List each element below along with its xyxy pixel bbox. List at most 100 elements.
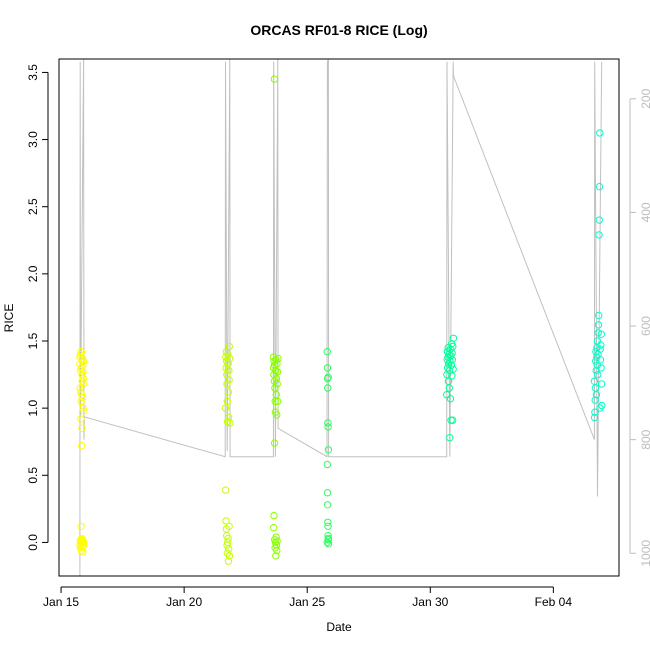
data-point <box>591 396 599 404</box>
data-point <box>324 423 332 431</box>
data-point <box>226 419 234 427</box>
data-point <box>272 356 280 364</box>
data-point <box>592 391 601 399</box>
data-point <box>323 489 332 497</box>
data-point <box>449 334 458 342</box>
y-tick-label: 0.5 <box>26 467 40 484</box>
data-point <box>595 182 604 191</box>
data-point <box>324 373 332 381</box>
data-point <box>80 407 88 415</box>
x-tick-label: Jan 30 <box>412 595 448 609</box>
data-point <box>223 397 232 406</box>
data-point <box>225 552 234 560</box>
data-point <box>596 345 604 353</box>
data-point <box>448 372 456 380</box>
data-point <box>222 486 230 494</box>
data-point <box>224 350 232 359</box>
x-tick-label: Jan 15 <box>43 595 79 609</box>
data-point <box>273 546 281 555</box>
data-point <box>224 388 233 396</box>
data-point <box>597 380 606 388</box>
data-point <box>274 397 282 406</box>
data-point <box>443 391 451 399</box>
y-tick-label: 2.0 <box>26 265 40 282</box>
data-point <box>270 511 278 520</box>
data-point <box>224 413 233 422</box>
data-point <box>225 522 233 530</box>
data-point <box>272 391 280 399</box>
data-point <box>274 354 282 363</box>
data-point <box>595 311 603 320</box>
data-point <box>591 408 599 416</box>
data-point <box>446 434 454 442</box>
data-point <box>447 361 455 369</box>
data-point <box>224 557 233 565</box>
data-point <box>597 341 605 349</box>
y-tick-label: 3.5 <box>26 64 40 81</box>
data-point <box>449 342 457 351</box>
x-tick-label: Jan 20 <box>166 595 202 609</box>
data-point <box>273 537 281 545</box>
data-point <box>323 460 331 469</box>
y-tick-label: 1.0 <box>26 399 40 416</box>
y-tick-label: 0.0 <box>26 534 40 551</box>
data-point <box>272 552 280 560</box>
data-point <box>324 534 333 543</box>
data-point <box>323 501 332 509</box>
data-point <box>270 439 279 447</box>
data-point <box>592 357 600 365</box>
y-tick-label: 2.5 <box>26 198 40 215</box>
x-tick-label: Jan 25 <box>289 595 325 609</box>
data-point <box>79 380 88 388</box>
data-point <box>270 524 278 532</box>
right-tick-label: 800 <box>639 429 650 449</box>
series-rf06 <box>590 129 606 422</box>
plot-area: 0.0 0.5 1.0 1.5 2.0 2.5 3.0 3.5 Jan 15 Jan 20 Jan … <box>26 58 650 609</box>
data-point <box>77 522 85 530</box>
y-axis-label: RICE <box>2 304 16 333</box>
data-point <box>595 216 603 224</box>
data-point <box>273 368 282 376</box>
data-point <box>597 330 605 338</box>
data-point <box>225 366 233 375</box>
data-point <box>225 354 234 363</box>
data-point <box>272 533 280 541</box>
series-rf04 <box>323 348 333 548</box>
data-point <box>273 360 281 368</box>
data-point <box>273 380 281 388</box>
series-rf02 <box>221 342 234 565</box>
right-tick-label: 1000 <box>639 540 650 567</box>
data-point <box>596 356 605 364</box>
chart-title: ORCAS RF01-8 RICE (Log) <box>250 22 427 38</box>
right-tick-label: 400 <box>639 202 650 222</box>
data-point <box>273 411 281 419</box>
data-point <box>224 534 232 543</box>
x-axis-label: Date <box>326 620 352 634</box>
data-point <box>223 380 231 388</box>
data-point <box>77 348 86 356</box>
data-point <box>225 342 234 351</box>
data-point <box>78 393 87 402</box>
data-point <box>78 442 86 450</box>
right-tick-label: 600 <box>639 316 650 336</box>
data-point <box>448 356 456 364</box>
data-point <box>448 416 457 424</box>
x-tick-label: Feb 04 <box>535 595 573 609</box>
data-point <box>79 538 88 547</box>
data-point <box>77 415 85 423</box>
data-point <box>596 129 604 137</box>
data-point <box>445 384 453 392</box>
data-point <box>79 357 88 365</box>
right-tick-label: 200 <box>639 88 650 108</box>
data-point <box>271 384 279 392</box>
y-tick-label: 1.5 <box>26 332 40 349</box>
data-point <box>598 401 606 410</box>
data-point <box>323 538 331 547</box>
data-point <box>324 384 332 392</box>
data-point <box>324 446 333 454</box>
data-point <box>79 374 88 383</box>
series-rf05 <box>443 334 458 442</box>
data-point <box>324 540 333 548</box>
data-point <box>221 404 230 412</box>
